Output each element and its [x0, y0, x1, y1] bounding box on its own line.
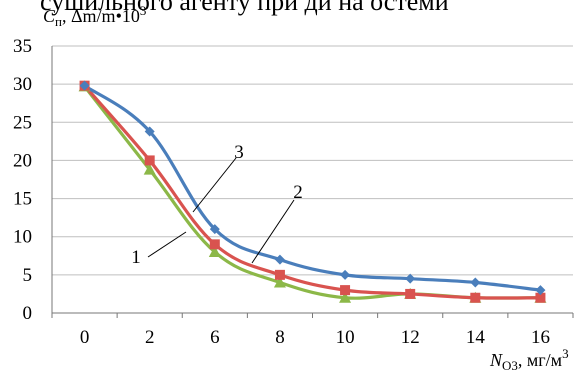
header-text-fragment: сушильного агенту при ди на остеми [40, 0, 449, 16]
series-line-2 [83, 84, 541, 300]
x-tick-label: 6 [210, 327, 220, 348]
data-point-series-2 [340, 285, 351, 296]
data-point-series-3 [273, 276, 286, 288]
data-point-series-1 [535, 285, 546, 296]
data-point-series-1 [209, 224, 220, 235]
x-tick-labels: 0 2 6 8 10 12 14 16 [80, 327, 550, 348]
y-tick-label: 25 [13, 112, 32, 133]
data-point-series-2 [144, 155, 155, 166]
data-point-series-2 [470, 292, 481, 303]
pointer-line-2 [251, 199, 295, 264]
y-tick-label: 0 [23, 303, 33, 324]
x-tick-label: 2 [145, 327, 155, 348]
data-point-series-1 [144, 126, 155, 137]
curve-label-2: 2 [293, 182, 303, 203]
x-tick-label: 16 [531, 327, 550, 348]
curve-label-pointers [147, 157, 295, 264]
y-tick-label: 35 [13, 36, 32, 57]
y-tick-label: 10 [13, 227, 32, 248]
x-tick-label: 14 [466, 327, 486, 348]
data-point-series-1 [470, 277, 481, 288]
data-point-series-1 [79, 80, 90, 91]
data-point-series-2 [405, 288, 416, 299]
pointer-line-3 [192, 157, 237, 213]
curve-label-1: 1 [131, 247, 141, 268]
y-tick-label: 15 [13, 189, 32, 210]
pointer-line-1 [147, 231, 187, 258]
series-lines [83, 84, 541, 300]
series-line-1 [83, 84, 541, 292]
y-tick-label: 30 [13, 74, 32, 95]
x-tick-label: 10 [336, 327, 355, 348]
data-point-series-3 [339, 291, 352, 303]
y-tick-labels: 0 5 10 15 20 25 30 35 [13, 36, 32, 324]
gridlines [51, 45, 574, 318]
y-tick-label: 5 [23, 265, 33, 286]
curve-labels: 1 2 3 [131, 142, 303, 268]
data-point-series-1 [340, 269, 351, 280]
y-axis-title: Cп, Δm/m•103 [43, 3, 146, 29]
x-tick-label: 12 [401, 327, 420, 348]
series-markers [78, 80, 547, 303]
data-point-series-1 [274, 254, 285, 265]
data-point-series-2 [274, 269, 285, 280]
data-point-series-2 [209, 239, 220, 250]
x-tick-label: 8 [275, 327, 285, 348]
x-axis-title: NO3, мг/м3 [489, 346, 569, 373]
x-tick-label: 0 [80, 327, 90, 348]
series-line-3 [83, 85, 541, 300]
y-tick-label: 20 [13, 150, 32, 171]
data-point-series-3 [143, 163, 156, 175]
data-point-series-1 [405, 273, 416, 284]
data-point-series-2 [535, 292, 546, 303]
data-point-series-3 [208, 245, 221, 257]
curve-label-3: 3 [234, 142, 244, 163]
